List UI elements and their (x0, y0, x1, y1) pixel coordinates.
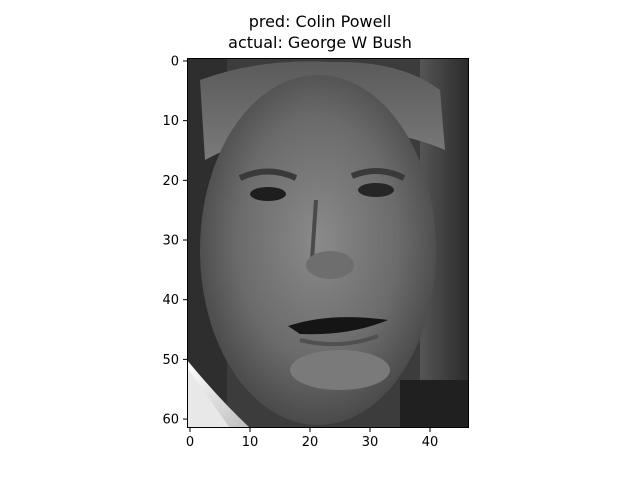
x-tick-label: 40 (422, 435, 439, 450)
y-tick-label: 10 (162, 114, 179, 129)
x-tick-label: 30 (362, 435, 379, 450)
x-axis: 0 10 20 30 40 (186, 428, 438, 450)
face-image (187, 58, 469, 428)
y-tick-label: 40 (162, 293, 179, 308)
chart-title-pred: pred: Colin Powell (248, 12, 392, 31)
x-tick-label: 0 (186, 435, 194, 450)
plot-frame (187, 58, 469, 428)
x-tick-label: 20 (302, 435, 319, 450)
y-tick-label: 50 (162, 353, 179, 368)
y-axis: 0 10 20 30 40 50 60 (162, 54, 187, 428)
chart-title-actual: actual: George W Bush (228, 33, 412, 52)
x-tick-label: 10 (242, 435, 259, 450)
y-tick-label: 60 (162, 413, 179, 428)
y-tick-label: 20 (162, 174, 179, 189)
y-tick-label: 0 (171, 54, 179, 69)
y-tick-label: 30 (162, 234, 179, 249)
